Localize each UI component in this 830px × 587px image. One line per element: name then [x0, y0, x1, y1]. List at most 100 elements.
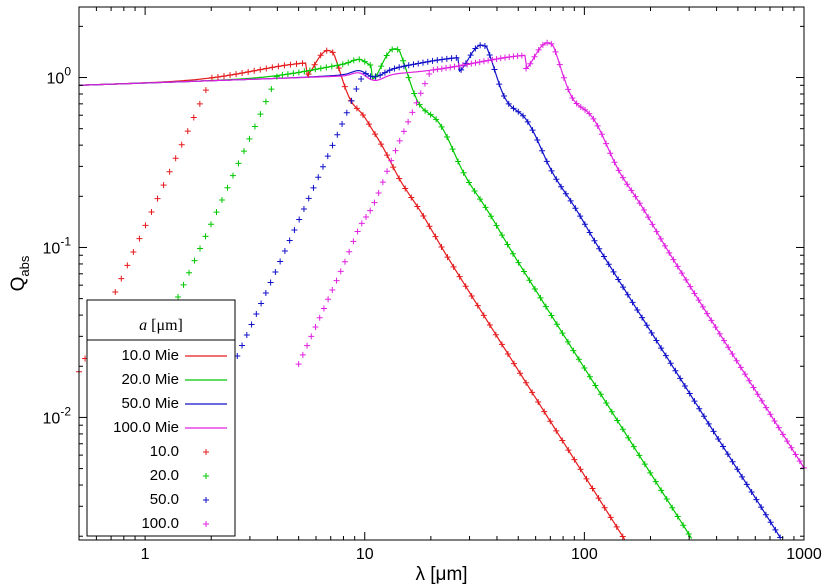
data-point — [615, 167, 622, 174]
data-point — [190, 114, 197, 121]
data-point — [348, 97, 355, 104]
data-point — [281, 62, 288, 69]
data-point — [312, 324, 319, 331]
data-point — [520, 268, 527, 275]
legend-label: 20.0 — [150, 467, 179, 484]
data-point — [345, 59, 352, 66]
data-point — [571, 456, 578, 463]
data-point — [306, 67, 313, 74]
data-point — [492, 331, 499, 338]
data-point — [447, 64, 454, 71]
data-point — [544, 39, 551, 46]
data-point — [620, 284, 627, 291]
data-point — [477, 42, 484, 49]
data-point — [648, 329, 655, 336]
data-point — [366, 121, 372, 128]
legend-label: 100.0 — [141, 515, 179, 532]
data-point — [118, 275, 125, 282]
data-point — [377, 72, 384, 79]
data-point — [624, 291, 631, 298]
data-point — [379, 179, 386, 186]
data-point — [316, 314, 323, 321]
data-point — [634, 307, 641, 314]
data-point — [384, 152, 391, 159]
data-point — [433, 116, 440, 123]
data-point — [391, 65, 398, 72]
data-point — [275, 63, 282, 70]
data-point — [710, 428, 717, 435]
data-point — [464, 61, 471, 68]
data-point — [438, 244, 445, 250]
legend-entry: 20.0 Mie — [121, 371, 227, 388]
legend-label: 10.0 — [150, 443, 179, 460]
data-point — [405, 74, 412, 81]
data-point — [430, 66, 437, 73]
legend-point-swatch — [203, 521, 209, 527]
data-point — [136, 235, 143, 242]
data-point — [196, 100, 203, 107]
data-point — [672, 367, 679, 374]
data-point — [356, 56, 363, 63]
data-point — [649, 221, 656, 228]
data-point — [359, 111, 366, 118]
data-point — [784, 438, 791, 445]
legend-entry: 10.0 Mie — [121, 347, 227, 364]
legend-label: 50.0 — [150, 491, 179, 508]
data-point — [363, 213, 370, 220]
data-point — [400, 128, 407, 135]
data-point — [758, 397, 765, 404]
x-tick-label: 1000 — [786, 546, 822, 563]
data-point — [358, 75, 365, 82]
data-point — [438, 123, 445, 130]
legend-entry: 20.0 — [150, 467, 209, 484]
data-point — [506, 54, 513, 61]
data-point — [455, 158, 462, 165]
data-point — [258, 300, 265, 307]
x-axis-label: λ [μm] — [415, 564, 467, 585]
points-100 — [295, 39, 807, 471]
data-point — [245, 68, 252, 75]
data-point — [488, 213, 495, 220]
data-point — [539, 41, 546, 48]
data-point — [537, 294, 544, 301]
data-point — [653, 337, 660, 344]
legend-entry: 50.0 Mie — [121, 395, 227, 412]
data-point — [251, 67, 258, 74]
data-point — [456, 273, 463, 280]
data-point — [523, 379, 530, 386]
data-point — [572, 205, 579, 212]
data-point — [686, 390, 693, 397]
data-point — [511, 360, 517, 367]
data-point — [481, 43, 488, 50]
data-point — [699, 303, 706, 310]
data-point — [553, 321, 560, 328]
data-point — [295, 361, 302, 368]
data-point — [350, 57, 357, 64]
data-point — [589, 485, 596, 492]
data-point — [567, 197, 574, 204]
data-point — [601, 504, 608, 511]
data-point — [257, 66, 264, 73]
data-point — [284, 71, 291, 78]
data-point — [704, 310, 711, 317]
data-point — [372, 73, 379, 80]
data-point — [172, 155, 179, 162]
axis-ticks: 1 10 100 1000 10-2 10-1 100 — [43, 7, 822, 563]
legend-entry: 100.0 Mie — [113, 419, 227, 436]
data-point — [577, 103, 584, 110]
data-point — [598, 131, 605, 138]
data-point — [767, 519, 774, 526]
data-point — [148, 208, 155, 215]
data-point — [565, 86, 572, 93]
data-point — [361, 58, 368, 65]
data-point — [739, 473, 746, 480]
data-point — [753, 496, 760, 503]
data-point — [570, 347, 577, 354]
data-point — [221, 73, 227, 80]
data-point — [112, 288, 119, 295]
data-point — [729, 350, 736, 357]
data-point — [253, 311, 260, 318]
data-point — [262, 290, 269, 297]
data-point — [400, 63, 407, 70]
data-point — [510, 105, 517, 112]
